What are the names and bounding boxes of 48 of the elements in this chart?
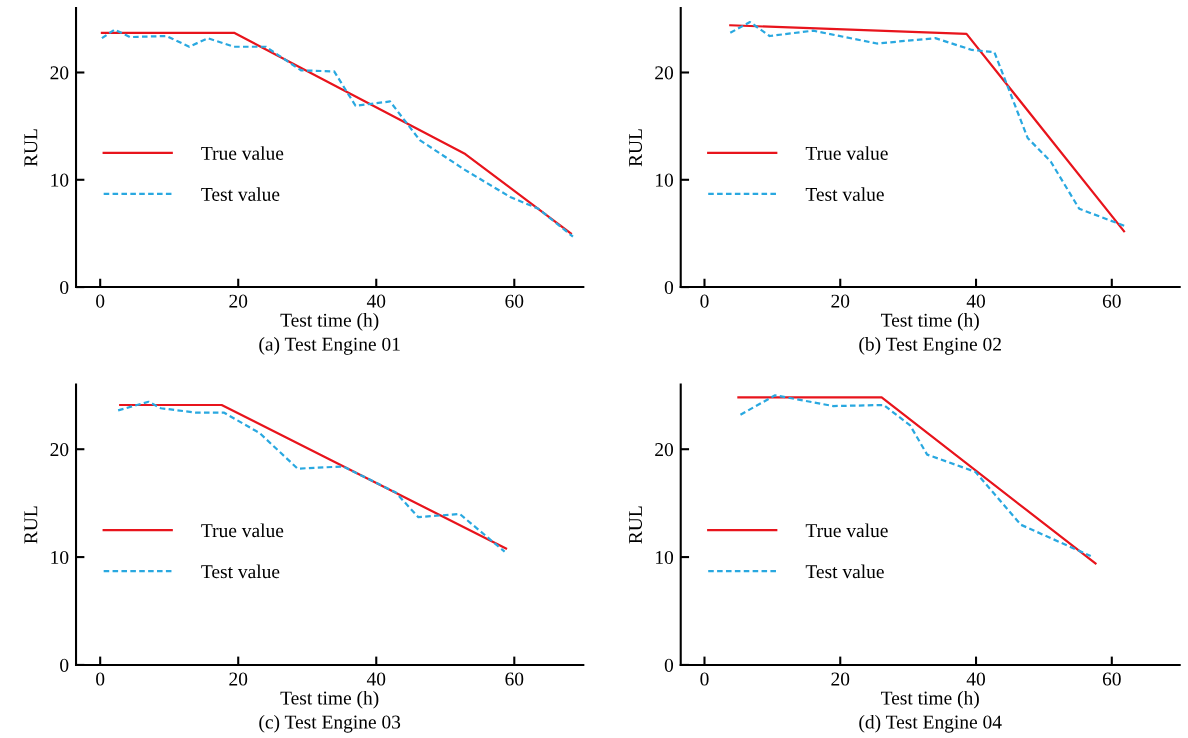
x-tick-label: 40: [966, 672, 986, 686]
y-axis-title: RUL: [24, 129, 38, 167]
x-tick-label: 60: [1102, 672, 1121, 686]
y-tick-label: 10: [656, 173, 674, 187]
legend-label: Test value: [201, 187, 280, 201]
legend-label: Test value: [805, 187, 884, 201]
x-tick-label: 40: [366, 294, 386, 308]
x-tick-label: 60: [505, 672, 524, 686]
y-axis-title: RUL: [629, 129, 643, 167]
x-tick-label: 40: [366, 672, 386, 686]
legend-label: True value: [805, 146, 888, 160]
x-tick-label: 20: [831, 672, 850, 686]
y-axis-title: RUL: [629, 506, 643, 544]
y-tick-label: 0: [60, 280, 69, 295]
x-axis-title: Test time (h): [881, 313, 979, 331]
x-tick-label: 60: [1102, 294, 1121, 308]
x-tick-label: 0: [96, 672, 105, 686]
y-tick-label: 10: [656, 550, 674, 565]
y-tick-label: 20: [655, 443, 674, 457]
x-tick-label: 0: [700, 672, 709, 686]
y-tick-label: 20: [50, 66, 69, 80]
text: (a) Test Engine 01: [259, 337, 400, 355]
x-tick-label: 0: [96, 294, 105, 308]
y-tick-label: 0: [60, 658, 69, 672]
y-tick-label: 20: [655, 66, 674, 80]
y-axis-title: RUL: [24, 506, 38, 544]
x-axis-title: Test time (h): [881, 690, 979, 709]
legend-label: Test value: [805, 564, 884, 579]
x-tick-label: 20: [831, 294, 850, 308]
y-tick-label: 10: [51, 550, 69, 565]
y-tick-label: 0: [664, 658, 674, 672]
text: (d) Test Engine 04: [859, 714, 1002, 733]
x-tick-label: 0: [700, 294, 709, 308]
x-tick-label: 40: [966, 294, 986, 308]
y-tick-label: 10: [51, 173, 69, 187]
y-tick-label: 0: [664, 280, 674, 295]
x-tick-label: 60: [505, 294, 524, 308]
x-tick-label: 20: [229, 294, 248, 308]
legend-label: True value: [201, 523, 284, 538]
text: (b) Test Engine 02: [859, 337, 1001, 355]
x-axis-title: Test time (h): [280, 690, 379, 709]
legend-label: True value: [805, 523, 888, 538]
legend-label: Test value: [201, 564, 280, 579]
y-tick-label: 20: [50, 443, 69, 457]
x-tick-label: 20: [229, 672, 248, 686]
legend-label: True value: [201, 146, 284, 160]
x-axis-title: Test time (h): [280, 313, 379, 331]
text: (c) Test Engine 03: [259, 714, 401, 733]
